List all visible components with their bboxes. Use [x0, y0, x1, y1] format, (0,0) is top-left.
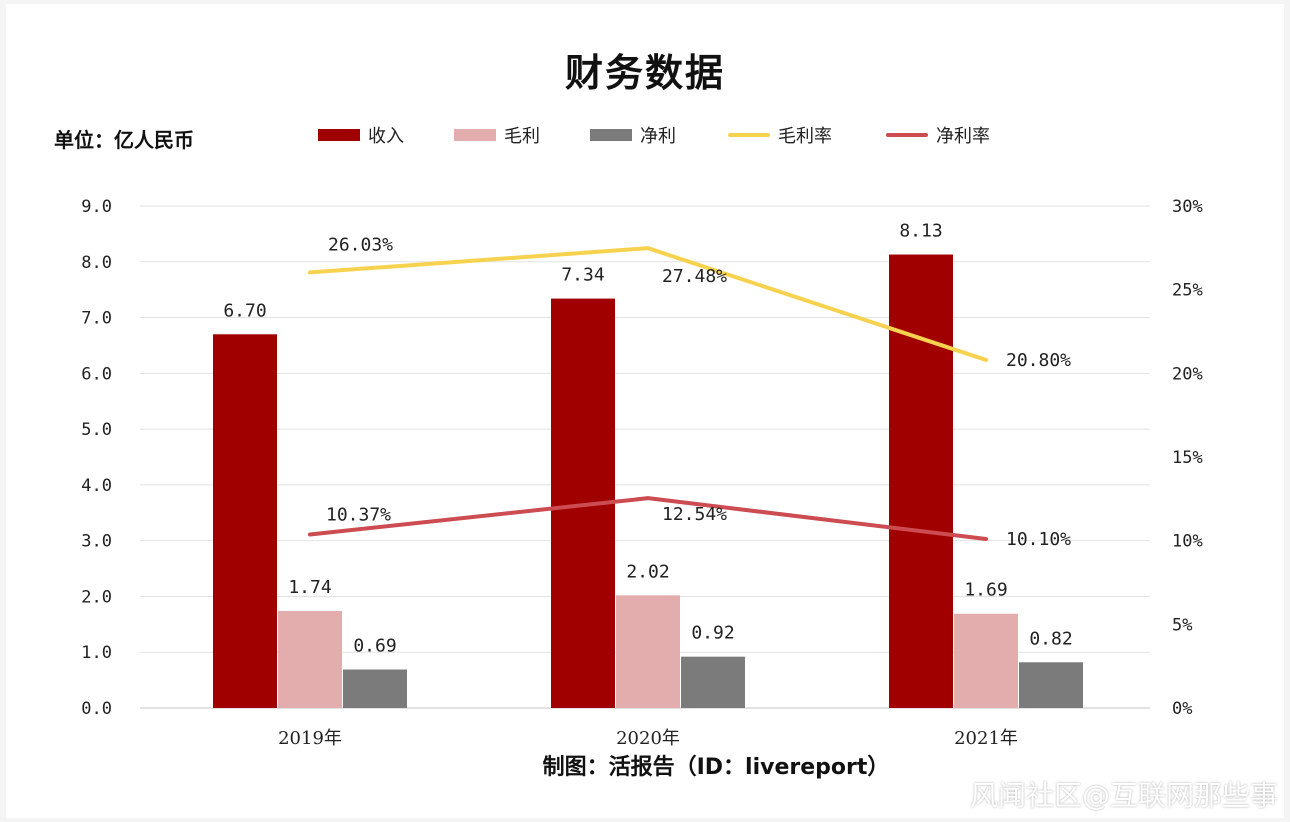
legend-item-gross-profit: 毛利 — [454, 122, 540, 148]
legend-swatch-revenue — [318, 129, 360, 141]
y-left-tick-label: 6.0 — [81, 364, 112, 384]
data-label-net-margin: 10.10% — [1006, 529, 1071, 550]
line-net-margin — [308, 496, 988, 541]
x-category-label: 2021年 — [954, 728, 1018, 749]
legend-item-net-margin: 净利率 — [886, 122, 990, 148]
data-label-revenue: 6.70 — [223, 300, 266, 321]
legend-item-gross-margin: 毛利率 — [728, 122, 832, 148]
legend-line-net-margin — [886, 133, 928, 137]
legend-swatch-net-profit — [590, 129, 632, 141]
data-label-gross-margin: 26.03% — [328, 234, 393, 255]
data-label-net-margin: 10.37% — [326, 504, 391, 525]
y-right-tick-label: 5% — [1172, 615, 1192, 635]
legend-item-net-profit: 净利 — [590, 122, 676, 148]
bar-net-profit — [343, 669, 407, 708]
bar-gross-profit — [278, 610, 342, 708]
bar-gross-profit — [616, 595, 680, 708]
y-left-tick-label: 7.0 — [81, 309, 112, 329]
legend-label-net-margin: 净利率 — [936, 126, 990, 147]
legend-swatch-gross-profit — [454, 129, 496, 141]
y-right-tick-label: 25% — [1172, 281, 1203, 301]
bar-net-profit — [681, 656, 745, 708]
data-label-net-profit: 0.82 — [1029, 628, 1072, 649]
y-left-tick-label: 8.0 — [81, 253, 112, 273]
data-label-net-margin: 12.54% — [662, 504, 727, 525]
legend-label-gross-margin: 毛利率 — [778, 126, 832, 147]
y-right-tick-label: 10% — [1172, 532, 1203, 552]
legend-item-revenue: 收入 — [318, 122, 404, 148]
y-right-tick-label: 15% — [1172, 448, 1203, 468]
y-left-tick-label: 4.0 — [81, 476, 112, 496]
y-left-tick-label: 0.0 — [81, 699, 112, 719]
bar-revenue — [213, 334, 277, 708]
y-left-tick-label: 1.0 — [81, 643, 112, 663]
legend-label-gross-profit: 毛利 — [504, 126, 540, 147]
bar-net-profit — [1019, 662, 1083, 708]
x-category-label: 2020年 — [616, 728, 680, 749]
legend-label-revenue: 收入 — [368, 126, 404, 147]
y-left-tick-label: 3.0 — [81, 532, 112, 552]
legend-line-gross-margin — [728, 133, 770, 137]
watermark: 风闻社区@互联网那些事 — [969, 779, 1278, 812]
chart-credit: 制图：活报告（ID：livereport） — [542, 755, 890, 780]
y-right-tick-label: 20% — [1172, 364, 1203, 384]
y-right-tick-label: 30% — [1172, 197, 1203, 217]
y-left-tick-label: 9.0 — [81, 197, 112, 217]
data-label-gross-profit: 1.74 — [288, 577, 331, 598]
bar-revenue — [889, 254, 953, 708]
chart-title: 财务数据 — [564, 51, 725, 95]
bar-gross-profit — [954, 613, 1018, 708]
data-label-gross-profit: 2.02 — [626, 561, 669, 582]
y-left-tick-label: 5.0 — [81, 420, 112, 440]
data-label-gross-margin: 20.80% — [1006, 350, 1071, 371]
y-right-tick-label: 0% — [1172, 699, 1192, 719]
y-left-tick-label: 2.0 — [81, 587, 112, 607]
x-category-label: 2019年 — [278, 728, 342, 749]
data-label-revenue: 8.13 — [899, 221, 942, 242]
data-label-gross-margin: 27.48% — [662, 266, 727, 287]
data-label-net-profit: 0.92 — [691, 623, 734, 644]
data-label-revenue: 7.34 — [561, 265, 604, 286]
line-gross-margin — [308, 246, 988, 362]
unit-label: 单位：亿人民币 — [54, 128, 194, 152]
data-label-gross-profit: 1.69 — [964, 580, 1007, 601]
data-label-net-profit: 0.69 — [353, 636, 396, 657]
legend-label-net-profit: 净利 — [640, 126, 676, 147]
